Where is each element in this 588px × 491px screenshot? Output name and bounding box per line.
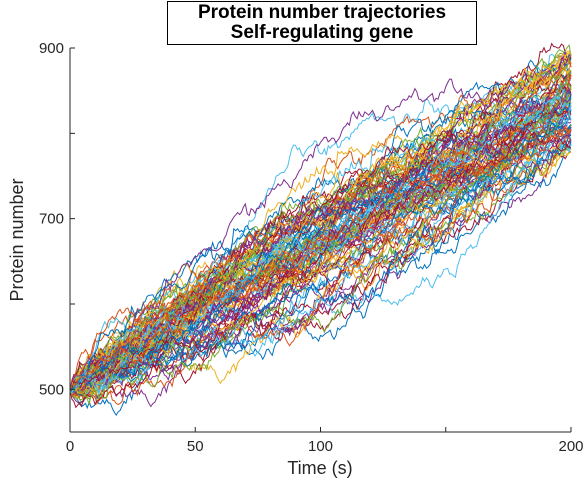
trajectory-line — [69, 136, 572, 391]
x-ticks: 0 50 100 200 — [66, 427, 584, 455]
x-tick-label: 50 — [187, 438, 204, 455]
trajectory-line — [69, 53, 572, 392]
trajectory-line — [69, 55, 572, 395]
trajectory-line — [69, 70, 572, 401]
x-tick-label: 100 — [308, 438, 333, 455]
trajectory-line — [69, 127, 572, 391]
trajectory-line — [69, 112, 572, 393]
x-axis-label: Time (s) — [287, 458, 352, 478]
trajectory-line — [69, 135, 572, 393]
trajectory-line — [69, 108, 572, 397]
trajectory-line — [69, 127, 572, 391]
chart-title-line-1: Protein number trajectories — [197, 2, 447, 23]
y-tick-label: 700 — [39, 211, 64, 228]
trajectory-lines — [69, 42, 572, 417]
trajectory-line — [69, 74, 572, 391]
trajectory-line — [69, 54, 572, 395]
trajectory-line — [69, 128, 572, 391]
y-axis-label: Protein number — [7, 178, 27, 301]
x-tick-label: 200 — [558, 438, 583, 455]
chart-title: Protein number trajectories Self-regulat… — [167, 1, 477, 45]
y-tick-label: 900 — [39, 40, 64, 57]
trajectory-line — [69, 105, 572, 391]
chart-title-line-2: Self-regulating gene — [230, 22, 414, 43]
trajectory-line — [69, 123, 572, 409]
y-ticks: 500 700 900 — [39, 40, 75, 398]
trajectory-line — [69, 148, 572, 393]
trajectory-line — [69, 93, 572, 390]
axes: 0 50 100 200 500 700 900 Time (s) Protein num… — [7, 40, 584, 478]
y-tick-label: 500 — [39, 381, 64, 398]
x-tick-label: 0 — [66, 438, 74, 455]
trajectory-line — [69, 74, 572, 406]
trajectory-line — [69, 94, 572, 390]
trajectory-line — [69, 125, 572, 398]
